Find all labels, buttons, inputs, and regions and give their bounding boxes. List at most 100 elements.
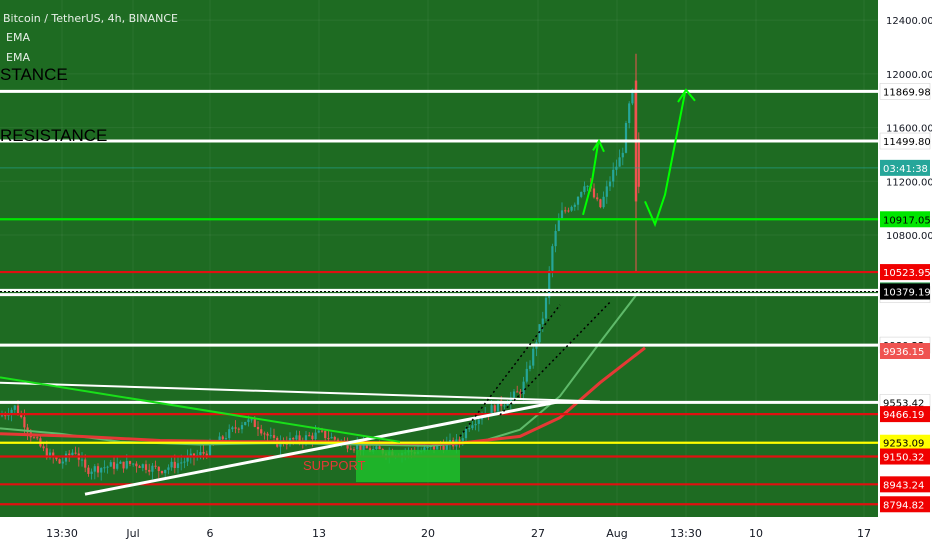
support-label: SUPPORT (303, 458, 366, 473)
candle-body (605, 186, 608, 197)
candle-body (461, 438, 464, 442)
descending-trendline-green (0, 376, 401, 443)
candle-body (112, 462, 116, 469)
candle-body (138, 466, 141, 468)
candle-body (471, 425, 474, 429)
candle-body (13, 405, 16, 410)
candle-body (317, 430, 320, 433)
plot-background (0, 0, 878, 517)
drawings (0, 88, 696, 496)
candle-body (170, 461, 173, 468)
candle-body (596, 197, 599, 200)
price-tag-label: 11869.98 (883, 87, 931, 98)
support-zone (356, 449, 460, 483)
candle-body (637, 138, 640, 187)
candle-body (538, 324, 541, 343)
candle-body (87, 467, 90, 474)
candle-body (621, 152, 624, 158)
candle-body (176, 463, 180, 469)
candle-body (164, 469, 167, 474)
candle-body (493, 405, 496, 412)
price-tick-label: 12400.00 (886, 16, 932, 27)
candle-body (68, 453, 71, 456)
price-tick-label: 10800.00 (886, 231, 932, 242)
candle-body (272, 435, 276, 438)
price-tag-box (880, 434, 930, 451)
candle-body (36, 437, 39, 439)
candle-body (266, 433, 269, 436)
candle-body (269, 435, 272, 437)
candle-body (244, 421, 247, 426)
candle-body (285, 443, 288, 445)
price-tag-label: 9553.42 (883, 398, 924, 409)
time-tick-label: 20 (421, 527, 435, 540)
candle-body (490, 405, 493, 415)
candle-body (167, 467, 170, 470)
candle-body (580, 191, 583, 197)
annotations: STANCE RESISTANCE SUPPORT (0, 65, 366, 473)
candle-body (333, 437, 336, 440)
time-axis-background (0, 517, 878, 550)
price-tag-label: 8943.24 (883, 480, 924, 491)
candle-body (247, 419, 250, 422)
candle-body (432, 445, 436, 450)
candle-body (122, 461, 125, 469)
indicator-ema-1[interactable]: EMA (6, 31, 30, 44)
candle-body (583, 186, 586, 192)
candle-body (544, 297, 548, 319)
level-price-tag: 10523.95 (880, 264, 931, 281)
candle-body (564, 210, 567, 212)
candle-body (240, 425, 244, 430)
candle-body (205, 453, 208, 456)
time-tick-label: 6 (207, 527, 214, 540)
candle-body (330, 437, 333, 439)
candle-body (528, 365, 532, 369)
grid (0, 0, 878, 517)
indicator-ema-2[interactable]: EMA (6, 51, 30, 64)
candle-body (378, 446, 381, 450)
time-axis[interactable]: 13:30 Jul 6 13 20 27 Aug 13:30 10 17 (46, 527, 871, 540)
candle-body (189, 453, 192, 457)
candle-body (144, 464, 148, 470)
candle-body (352, 449, 356, 451)
candle-body (445, 442, 448, 450)
candle-body (573, 204, 576, 207)
candle-body (506, 403, 509, 406)
candle-body (71, 452, 74, 456)
candle-body (426, 447, 429, 449)
candle-body (32, 437, 36, 439)
candle-body (199, 452, 202, 456)
candle-body (624, 123, 628, 153)
candle-body (151, 465, 154, 472)
candle-body (10, 409, 13, 415)
candle-body (560, 210, 564, 219)
forecast-arrow-short (582, 143, 599, 216)
candle-body (183, 461, 186, 463)
symbol-title[interactable]: Bitcoin / TetherUS, 4h, BINANCE (3, 12, 178, 25)
price-tag-label: 9253.09 (883, 439, 924, 450)
candle-body (612, 169, 615, 182)
level-price-tag: 8794.82 (880, 496, 930, 513)
candle-body (375, 446, 378, 449)
candle-body (525, 368, 528, 382)
candle-body (349, 448, 352, 450)
level-price-tag: 9150.32 (880, 448, 930, 465)
price-tick-label: 11600.00 (886, 124, 932, 135)
candle-body (304, 435, 308, 442)
candle-body (618, 157, 621, 167)
candle-body (631, 89, 634, 104)
price-tag-box (880, 159, 930, 176)
level-price-tag: 8943.24 (880, 476, 930, 493)
candle-body (224, 438, 228, 440)
candle-body (221, 436, 224, 440)
price-axis[interactable]: 12400.00 12000.00 11600.00 11200.00 10800.00… (879, 16, 932, 513)
candle-body (359, 444, 362, 451)
level-price-tag: 11499.80 (879, 132, 931, 150)
forecast-arrowhead (677, 88, 696, 103)
candle-body (308, 435, 311, 437)
candle-body (324, 430, 327, 439)
candle-body (103, 467, 106, 469)
candle-body (55, 457, 58, 460)
